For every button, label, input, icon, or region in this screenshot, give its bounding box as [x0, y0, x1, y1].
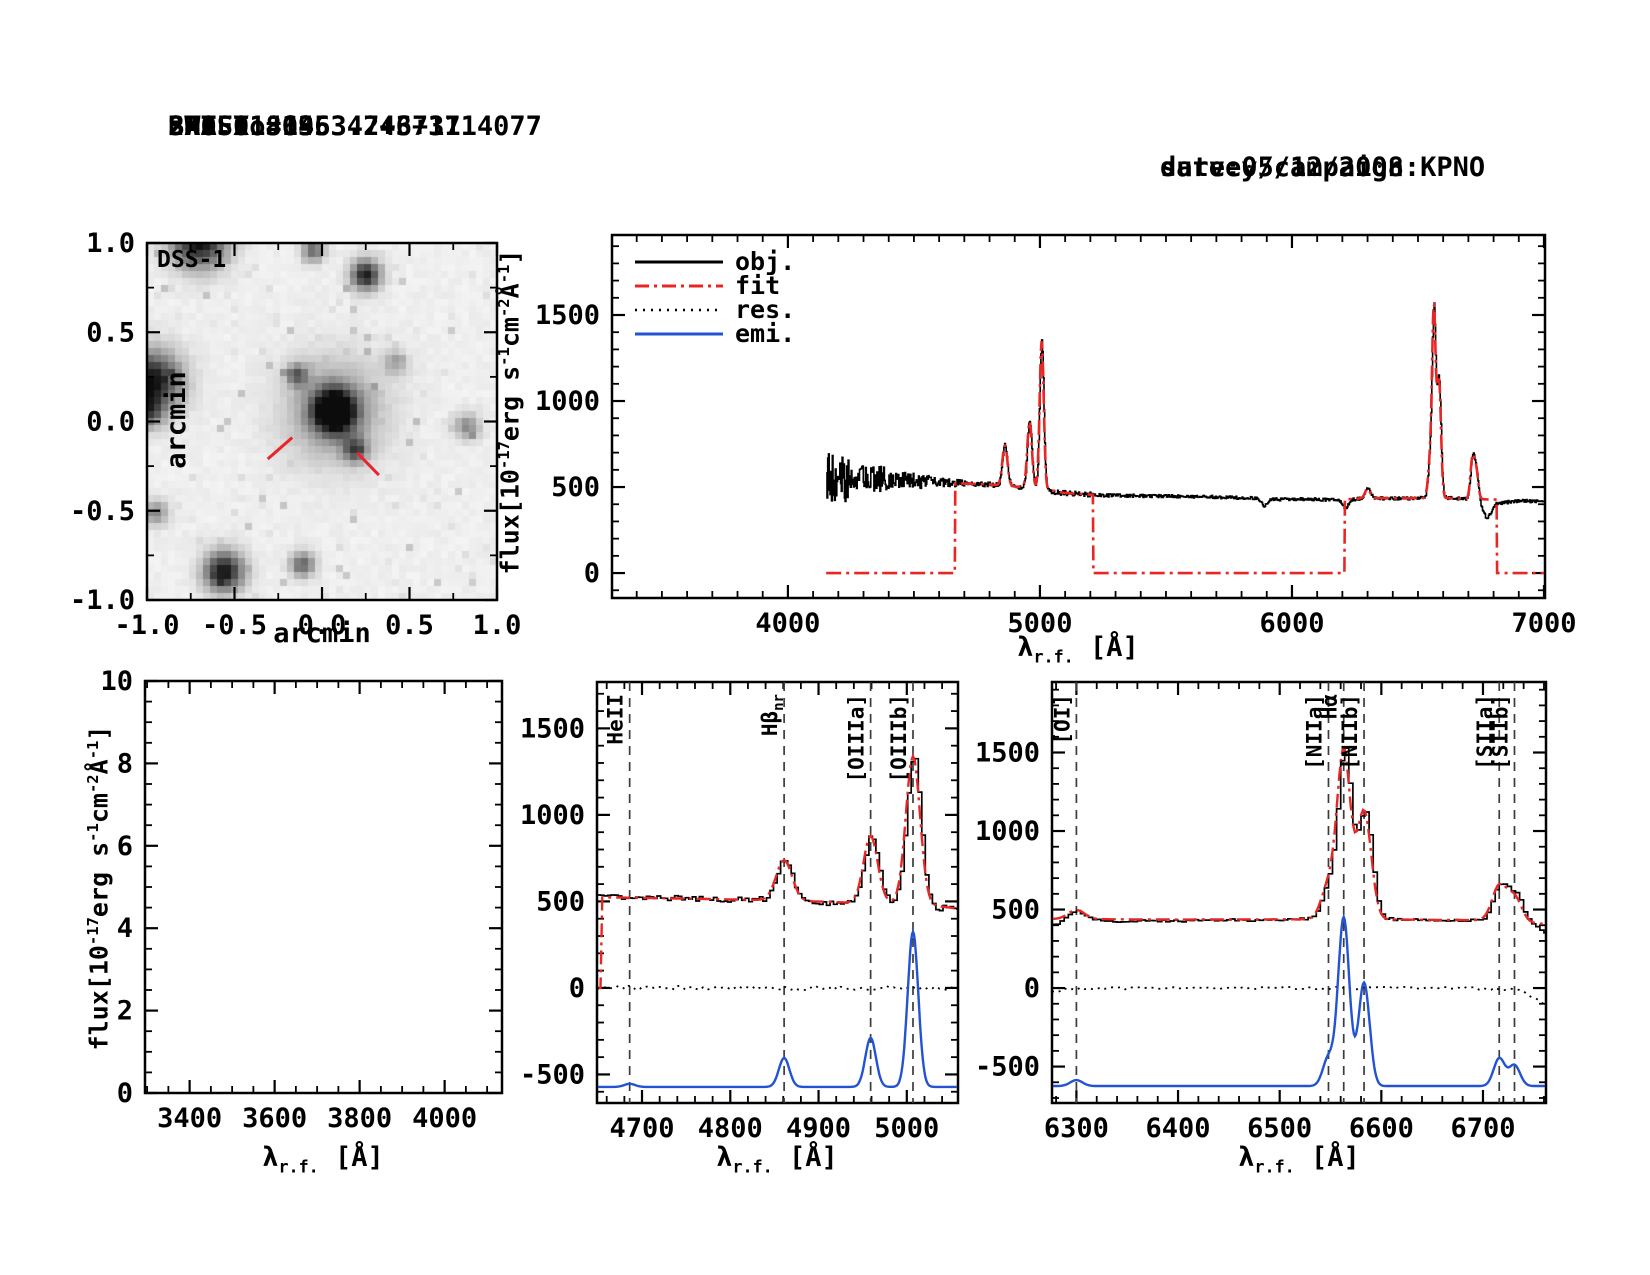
lambda-axis-title-bl: λr.f. [Å] — [262, 1142, 384, 1177]
series-emi — [1053, 913, 1545, 1088]
x-tick-label: 3800 — [327, 1103, 392, 1134]
y-tick-label: 6 — [117, 831, 133, 862]
redshift: z=0.01864 — [168, 111, 315, 142]
flux-axis-title-top: flux[10-17erg s-1cm-2Å-1] — [495, 249, 525, 575]
x-tick-label: 6500 — [1247, 1113, 1312, 1144]
line-label-[OI]: [OI] — [1050, 694, 1074, 745]
legend-label-emi.: emi. — [735, 319, 795, 348]
x-tick-label: 6300 — [1044, 1113, 1109, 1144]
dss-xaxis-title: arcmin — [273, 618, 371, 649]
x-tick-label: 5000 — [1007, 608, 1072, 639]
y-tick-label: 4 — [117, 913, 133, 944]
x-tick-label: 6000 — [1259, 608, 1324, 639]
series-fit — [826, 301, 1544, 575]
series-emi — [598, 928, 957, 1089]
panel-frame — [610, 233, 1547, 600]
x-tick-label: 5000 — [874, 1113, 939, 1144]
x-tick-label: 0.5 — [385, 610, 434, 641]
y-tick-label: 1500 — [535, 300, 600, 331]
x-tick-label: -1.0 — [114, 610, 179, 641]
target-pointer-0 — [266, 436, 294, 461]
legend-label-obj.: obj. — [735, 247, 795, 276]
lambda-axis-title-top: λr.f. [Å] — [1017, 632, 1139, 667]
y-tick-label: 500 — [536, 886, 585, 917]
survey-campaign: survey/campaign:KPNO — [1160, 152, 1486, 183]
bat-number: BAT.no=196 — [168, 111, 331, 142]
line-label-Hα: Hα — [1318, 694, 1342, 719]
x-tick-label: 6600 — [1349, 1113, 1414, 1144]
x-tick-label: 0.0 — [298, 610, 347, 641]
y-tick-label: 1000 — [535, 386, 600, 417]
legend-label-fit: fit — [735, 271, 780, 300]
x-tick-label: 3400 — [157, 1103, 222, 1134]
x-tick-label: 7000 — [1511, 608, 1576, 639]
x-tick-label: -0.5 — [202, 610, 267, 641]
x-tick-label: 4900 — [786, 1113, 851, 1144]
series-res — [1053, 985, 1545, 1006]
x-tick-label: 6700 — [1450, 1113, 1515, 1144]
y-tick-label: 0 — [584, 558, 600, 589]
y-tick-label: 1000 — [975, 816, 1040, 847]
y-tick-label: -500 — [975, 1052, 1040, 1083]
y-tick-label: 1000 — [520, 800, 585, 831]
y-tick-label: 500 — [991, 895, 1040, 926]
line-label-[SIIb]: [SIIb] — [1488, 694, 1512, 770]
panel-frame — [143, 679, 504, 1095]
x-tick-label: 4800 — [698, 1113, 763, 1144]
line-label-Hβ: Hβnr — [758, 694, 787, 736]
series-fit — [598, 752, 957, 990]
x-tick-label: 4700 — [609, 1113, 674, 1144]
line-label-[NIIa]: [NIIa] — [1302, 694, 1326, 770]
x-tick-label: 1.0 — [473, 610, 522, 641]
2masx-name: 2MASX J03534246+3714077 — [168, 111, 542, 142]
panel-frame — [145, 241, 499, 602]
series-res — [598, 984, 957, 992]
y-tick-label: 1500 — [520, 713, 585, 744]
line-label-[OIIIb]: [OIIIb] — [887, 694, 911, 783]
y-tick-label: 0 — [117, 1078, 133, 1109]
series-obj — [1053, 747, 1545, 934]
y-tick-label: 2 — [117, 996, 133, 1027]
dss-sky-image — [147, 243, 497, 600]
panel-frame — [595, 680, 960, 1105]
y-tick-label: 1500 — [975, 738, 1040, 769]
y-tick-label: -500 — [520, 1059, 585, 1090]
y-tick-label: 0 — [1024, 973, 1040, 1004]
y-tick-label: 500 — [551, 472, 600, 503]
dss-yaxis-title: arcmin — [161, 371, 192, 469]
y-tick-label: 0.5 — [86, 317, 135, 348]
y-tick-label: -1.0 — [70, 585, 135, 616]
series-obj — [826, 302, 1544, 520]
y-tick-label: 1.0 — [86, 228, 135, 259]
line-label-[OIIIa]: [OIIIa] — [845, 694, 869, 783]
x-tick-label: 6400 — [1146, 1113, 1211, 1144]
y-tick-label: 10 — [100, 666, 133, 697]
y-tick-label: 0 — [569, 973, 585, 1004]
x-tick-label: 4000 — [755, 608, 820, 639]
line-label-[NIIb]: [NIIb] — [1338, 694, 1362, 770]
y-tick-label: -0.5 — [70, 496, 135, 527]
target-pointer-1 — [355, 451, 380, 477]
x-tick-label: 3600 — [242, 1103, 307, 1134]
line-label-HeII: HeII — [604, 694, 628, 745]
line-label-[SIIa]: [SIIa] — [1473, 694, 1497, 770]
legend-label-res.: res. — [735, 295, 795, 324]
panel-frame — [1050, 680, 1548, 1105]
obs-date: date:05/12/2008 — [1160, 152, 1404, 183]
lambda-axis-title-bm: λr.f. [Å] — [716, 1142, 838, 1177]
lambda-axis-title-br: λr.f. [Å] — [1238, 1142, 1360, 1177]
dss-panel-label: DSS-1 — [157, 247, 227, 273]
swift-name: SWIFT J0353.7+3711 — [168, 111, 461, 142]
series-fit — [1053, 747, 1545, 926]
flux-axis-title-bottom: flux[10-17erg s-1cm-2Å-1] — [84, 725, 114, 1051]
y-tick-label: 8 — [117, 748, 133, 779]
y-tick-label: 0.0 — [86, 407, 135, 438]
x-tick-label: 4000 — [412, 1103, 477, 1134]
